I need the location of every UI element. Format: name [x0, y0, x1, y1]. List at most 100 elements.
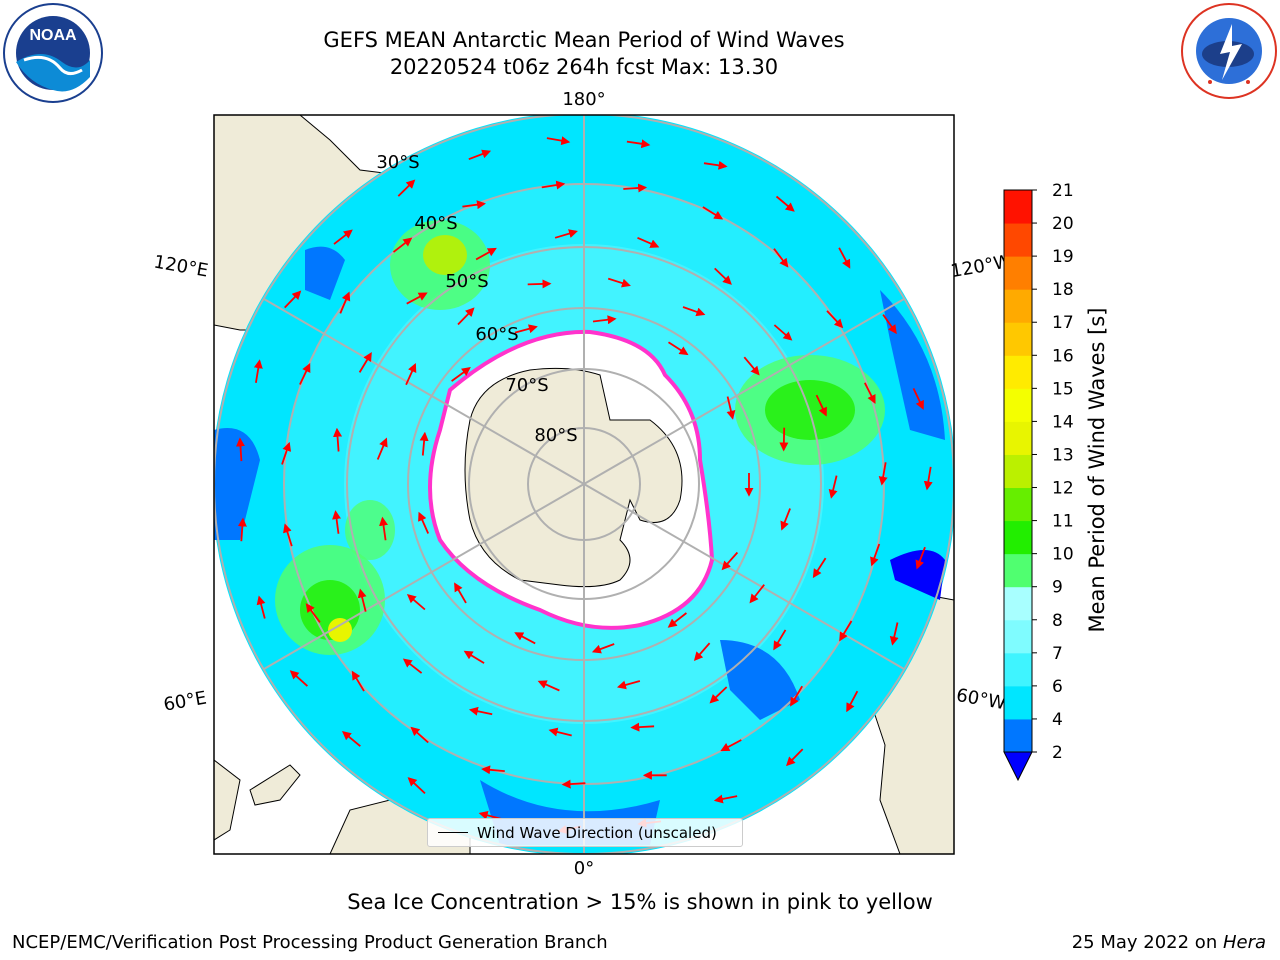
wind-wave-arrow [281, 441, 292, 465]
wind-wave-arrow [379, 516, 388, 541]
wind-wave-arrow [462, 200, 486, 210]
wind-wave-arrow [410, 726, 429, 744]
wind-wave-arrow [828, 475, 838, 499]
wind-wave-arrow [749, 584, 765, 604]
colorbar-tick-label: 4 [1052, 710, 1063, 730]
wind-wave-arrow [406, 594, 426, 611]
chart-subtitle-run: 20220524 t06z 264h fcst Max: 13.30 [389, 55, 779, 79]
map-area [214, 115, 954, 854]
wind-wave-arrow [923, 466, 933, 491]
chart-title: GEFS MEAN Antarctic Mean Period of Wind … [323, 28, 845, 52]
wind-wave-arrow [703, 160, 728, 170]
wind-wave-arrow [548, 727, 572, 737]
wind-wave-arrow [561, 779, 586, 789]
wind-wave-arrow [721, 551, 739, 571]
colorbar-tick-label: 18 [1052, 280, 1074, 300]
wind-wave-arrow [616, 680, 641, 690]
wind-wave-arrow [839, 620, 853, 642]
wind-wave-arrow [527, 279, 552, 289]
wind-wave-arrow [773, 248, 789, 268]
colorbar-swatch [1004, 652, 1032, 687]
wind-wave-arrow [709, 686, 728, 704]
colorbar: 2 4 6 7 8 9 10 11 12 13 14 15 16 17 18 19 20 21 [1003, 181, 1074, 782]
wind-wave-arrow [342, 731, 361, 747]
wind-wave-arrow [743, 356, 760, 376]
sea-ice-note: Sea Ice Concentration > 15% is shown in … [347, 890, 933, 914]
colorbar-swatch [1004, 619, 1032, 654]
wind-wave-arrow [358, 352, 372, 373]
colorbar-tick-label: 15 [1052, 379, 1074, 399]
noaa-logo: NOAA [3, 3, 103, 103]
lat-label-80s: 80°S [534, 425, 577, 446]
wind-wave-arrow [397, 179, 416, 197]
wind-wave-arrow [332, 510, 342, 534]
wind-wave-arrow [339, 291, 351, 314]
wind-wave-arrow [726, 396, 736, 420]
wind-wave-arrows [235, 136, 933, 834]
legend-line-sample [438, 832, 468, 833]
wind-wave-arrow [402, 658, 423, 674]
wind-wave-arrow [351, 670, 365, 692]
colorbar-tick-label: 11 [1052, 512, 1074, 532]
wind-wave-arrow [815, 394, 827, 417]
map-frame [213, 114, 955, 855]
colorbar-tick-label: 6 [1052, 677, 1063, 697]
wind-wave-arrow [720, 739, 742, 752]
colorbar-tick-label: 12 [1052, 479, 1074, 499]
footer-date-text: 25 May 2022 on [1071, 932, 1223, 953]
wind-wave-arrow [299, 362, 311, 385]
wind-wave-arrow [514, 324, 538, 334]
wind-wave-arrow [702, 206, 724, 220]
wind-wave-arrow [284, 290, 302, 309]
wind-wave-arrow [682, 306, 706, 317]
wind-wave-arrow [463, 650, 485, 664]
noaa-logo-text: NOAA [29, 27, 77, 44]
wind-wave-arrow [790, 685, 803, 707]
wind-wave-arrow [256, 595, 266, 619]
lat-label-30s: 30°S [376, 152, 419, 173]
wind-wave-arrow [780, 508, 791, 531]
footer-host: Hera [1222, 932, 1266, 953]
wind-wave-arrow [451, 367, 471, 382]
lon-label-0: 0° [574, 858, 594, 879]
lon-label-180: 180° [562, 89, 605, 110]
wind-wave-arrow [838, 247, 851, 269]
wind-wave-arrow [237, 517, 247, 542]
wind-wave-arrow [514, 632, 536, 645]
wind-wave-arrow [333, 229, 353, 245]
wind-wave-arrow [912, 388, 924, 410]
colorbar-tick-label: 17 [1052, 313, 1074, 333]
colorbar-label: Mean Period of Wind Waves [s] [1085, 307, 1109, 633]
colorbar-swatch [1004, 190, 1032, 224]
wind-wave-arrow [773, 629, 787, 651]
colorbar-swatch [1004, 388, 1032, 422]
wind-wave-arrow [481, 765, 505, 775]
colorbar-tick-label: 21 [1052, 181, 1074, 201]
footer-credit: NCEP/EMC/Verification Post Processing Pr… [12, 932, 608, 953]
lat-label-50s: 50°S [445, 271, 488, 292]
lon-label-60e: 60°E [162, 687, 208, 715]
lat-label-70s: 70°S [505, 375, 548, 396]
wind-wave-arrow [775, 195, 795, 212]
colorbar-swatch [1004, 487, 1032, 522]
wind-wave-arrow [773, 324, 793, 341]
wind-wave-arrow [253, 359, 263, 383]
colorbar-tick-label: 9 [1052, 578, 1063, 598]
colorbar-swatch [1004, 520, 1032, 555]
wind-wave-arrow [826, 310, 844, 329]
wind-wave-arrow [591, 643, 615, 654]
wind-wave-arrow [812, 557, 827, 579]
wind-wave-arrow [863, 382, 876, 405]
colorbar-swatch [1004, 685, 1032, 720]
wind-wave-arrow [406, 292, 428, 305]
colorbar-swatch [1004, 223, 1032, 257]
wind-wave-arrow [870, 543, 881, 567]
wind-wave-arrow [541, 180, 566, 190]
colorbar-swatch [1004, 355, 1032, 389]
wind-wave-arrow [357, 588, 367, 612]
colorbar-tick-label: 8 [1052, 611, 1063, 631]
footer-date: 25 May 2022 on Hera [1072, 932, 1266, 953]
nws-logo [1181, 3, 1277, 99]
wind-wave-arrow [882, 314, 897, 335]
